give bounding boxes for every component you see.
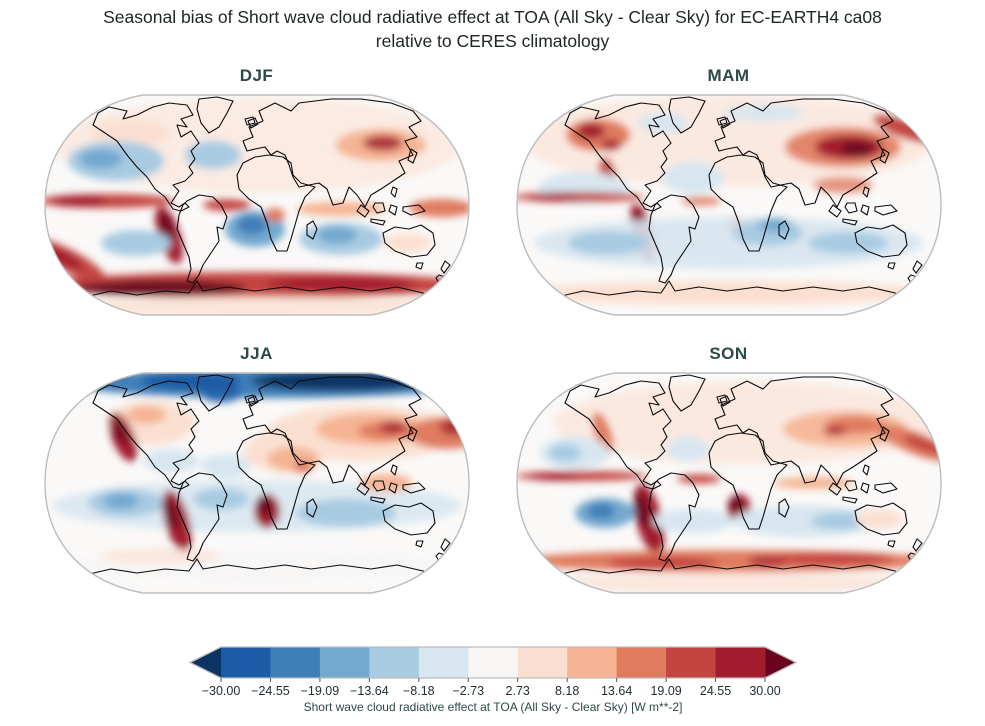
colorbar-segment bbox=[368, 647, 419, 679]
colorbar-segment bbox=[467, 647, 518, 679]
figure-title: Seasonal bias of Short wave cloud radiat… bbox=[0, 0, 985, 53]
colorbar-tick-label: 30.00 bbox=[749, 684, 780, 698]
field-son bbox=[516, 374, 941, 594]
colorbar-segment bbox=[517, 647, 568, 679]
colorbar: −30.00 −24.55 −19.09 −13.64 −8.18 −2.73 2.73 8.… bbox=[182, 645, 804, 717]
map-panel-djf: DJF bbox=[41, 59, 473, 317]
colorbar-tick-label: 19.09 bbox=[650, 684, 681, 698]
colorbar-svg: −30.00 −24.55 −19.09 −13.64 −8.18 −2.73 2.73 8.… bbox=[188, 646, 797, 714]
colorbar-tick-label: −2.73 bbox=[452, 684, 484, 698]
colorbar-segment bbox=[220, 647, 271, 679]
colorbar-tick-label: −8.18 bbox=[402, 684, 434, 698]
field-jja bbox=[46, 373, 469, 581]
colorbar-tick-label: −13.64 bbox=[350, 684, 389, 698]
colorbar-tick-label: 13.64 bbox=[600, 684, 631, 698]
map-mam bbox=[515, 94, 942, 316]
colorbar-extend-left bbox=[189, 647, 221, 679]
panel-title-son: SON bbox=[709, 344, 748, 364]
colorbar-segment bbox=[715, 647, 765, 679]
colorbar-tick-label: −19.09 bbox=[300, 684, 339, 698]
colorbar-segment bbox=[566, 647, 617, 679]
panel-title-djf: DJF bbox=[239, 66, 274, 86]
field-mam bbox=[516, 95, 939, 306]
panel-grid: DJF bbox=[0, 59, 985, 595]
colorbar-segment bbox=[665, 647, 716, 679]
panel-title-jja: JJA bbox=[240, 344, 273, 364]
map-son bbox=[515, 372, 942, 594]
map-panel-jja: JJA bbox=[41, 337, 473, 595]
panel-title-mam: MAM bbox=[707, 66, 750, 86]
field-djf bbox=[44, 96, 469, 316]
colorbar-tick-label: 8.18 bbox=[555, 684, 579, 698]
colorbar-tick-label: 2.73 bbox=[505, 684, 529, 698]
figure-title-line1: Seasonal bias of Short wave cloud radiat… bbox=[103, 7, 882, 27]
map-djf bbox=[43, 94, 470, 316]
colorbar-segment bbox=[418, 647, 469, 679]
colorbar-segment bbox=[616, 647, 667, 679]
map-panel-son: SON bbox=[513, 337, 945, 595]
colorbar-tick-label: 24.55 bbox=[699, 684, 730, 698]
colorbar-caption: Short wave cloud radiative effect at TOA… bbox=[303, 700, 682, 714]
map-jja bbox=[43, 372, 470, 594]
map-panel-mam: MAM bbox=[513, 59, 945, 317]
colorbar-tick-label: −30.00 bbox=[201, 684, 240, 698]
colorbar-segment bbox=[319, 647, 370, 679]
colorbar-tick-label: −24.55 bbox=[251, 684, 290, 698]
figure-title-line2: relative to CERES climatology bbox=[375, 31, 610, 52]
colorbar-segment bbox=[269, 647, 320, 679]
colorbar-extend-right bbox=[764, 647, 796, 679]
